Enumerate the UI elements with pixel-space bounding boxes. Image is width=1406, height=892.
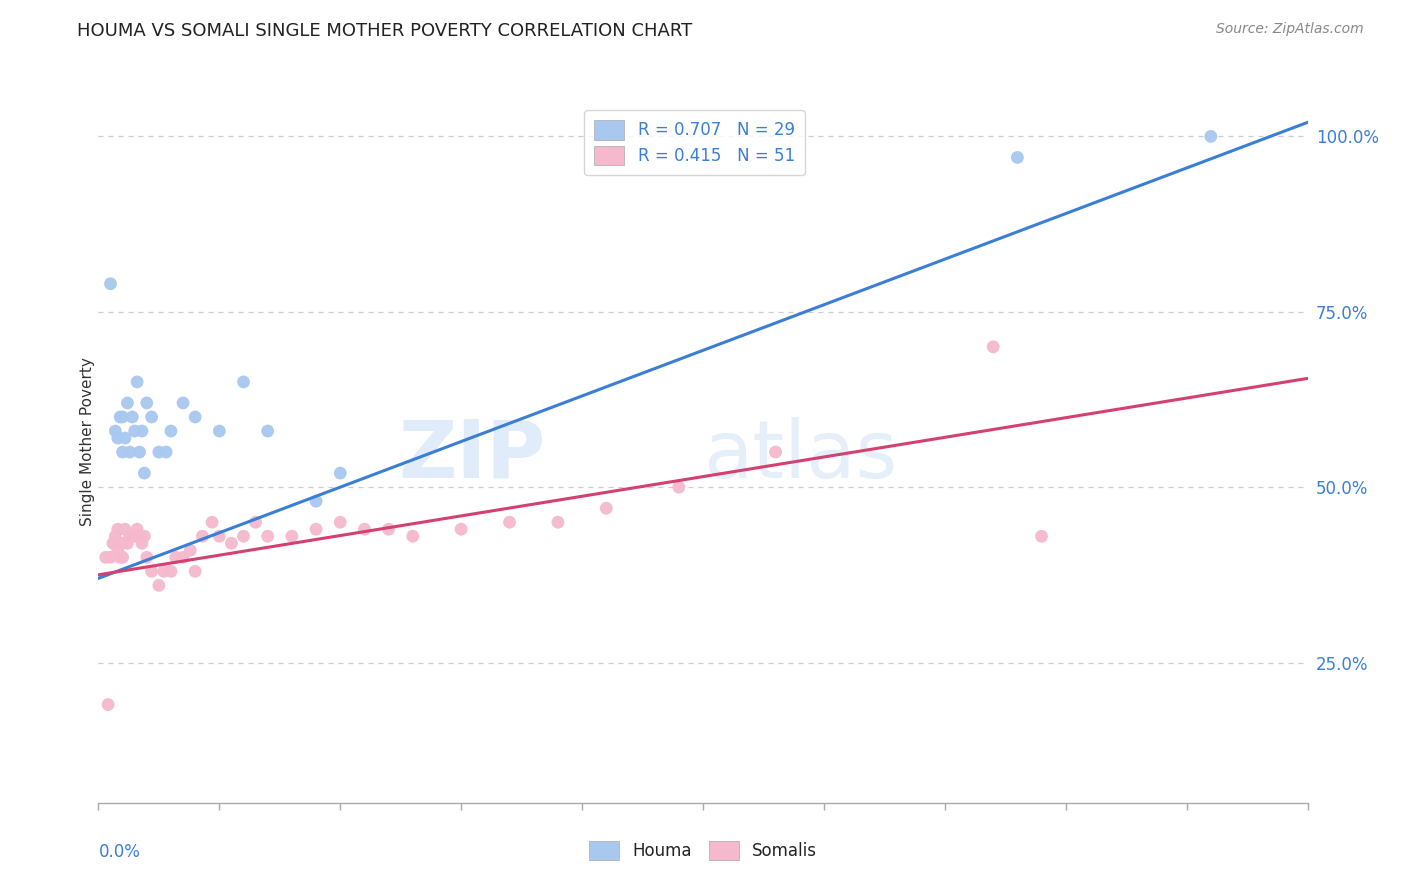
Point — [127, 375, 149, 389]
Point — [281, 529, 304, 543]
Point — [104, 529, 127, 543]
Point — [184, 409, 207, 424]
Point — [1031, 529, 1053, 543]
Point — [160, 564, 183, 578]
Text: ZIP: ZIP — [398, 417, 546, 495]
Point — [111, 536, 134, 550]
Point — [107, 431, 129, 445]
Point — [595, 501, 617, 516]
Point — [191, 529, 214, 543]
Point — [118, 445, 141, 459]
Point — [118, 529, 141, 543]
Point — [232, 529, 254, 543]
Point — [1007, 151, 1029, 165]
Point — [179, 543, 201, 558]
Point — [148, 578, 170, 592]
Point — [121, 409, 143, 424]
Point — [141, 564, 163, 578]
Legend: Houma, Somalis: Houma, Somalis — [582, 834, 824, 867]
Point — [104, 424, 127, 438]
Point — [127, 522, 149, 536]
Point — [108, 409, 131, 424]
Point — [981, 340, 1004, 354]
Point — [547, 515, 569, 529]
Text: Source: ZipAtlas.com: Source: ZipAtlas.com — [1216, 22, 1364, 37]
Point — [305, 522, 328, 536]
Point — [124, 424, 146, 438]
Point — [184, 564, 207, 578]
Point — [97, 698, 120, 712]
Point — [232, 375, 254, 389]
Point — [165, 550, 187, 565]
Text: HOUMA VS SOMALI SINGLE MOTHER POVERTY CORRELATION CHART: HOUMA VS SOMALI SINGLE MOTHER POVERTY CO… — [77, 22, 693, 40]
Point — [124, 529, 146, 543]
Point — [117, 396, 139, 410]
Point — [104, 536, 127, 550]
Point — [135, 550, 157, 565]
Point — [141, 409, 163, 424]
Point — [201, 515, 224, 529]
Point — [111, 550, 134, 565]
Point — [329, 515, 352, 529]
Point — [305, 494, 328, 508]
Point — [121, 529, 143, 543]
Point — [402, 529, 425, 543]
Point — [111, 445, 134, 459]
Point — [208, 424, 231, 438]
Point — [152, 564, 174, 578]
Point — [135, 396, 157, 410]
Point — [117, 536, 139, 550]
Point — [131, 424, 153, 438]
Point — [668, 480, 690, 494]
Point — [172, 550, 194, 565]
Point — [107, 522, 129, 536]
Point — [377, 522, 399, 536]
Point — [160, 424, 183, 438]
Point — [111, 409, 134, 424]
Point — [100, 550, 122, 565]
Point — [155, 445, 177, 459]
Text: atlas: atlas — [703, 417, 897, 495]
Point — [148, 445, 170, 459]
Point — [94, 550, 117, 565]
Point — [108, 550, 131, 565]
Point — [329, 466, 352, 480]
Point — [114, 522, 136, 536]
Point — [118, 529, 141, 543]
Point — [101, 536, 124, 550]
Point — [172, 396, 194, 410]
Point — [114, 431, 136, 445]
Point — [256, 424, 278, 438]
Point — [353, 522, 375, 536]
Point — [221, 536, 243, 550]
Point — [498, 515, 520, 529]
Y-axis label: Single Mother Poverty: Single Mother Poverty — [80, 357, 94, 526]
Point — [450, 522, 472, 536]
Point — [134, 466, 156, 480]
Point — [765, 445, 787, 459]
Point — [208, 529, 231, 543]
Point — [245, 515, 267, 529]
Point — [128, 529, 150, 543]
Point — [134, 529, 156, 543]
Point — [100, 277, 122, 291]
Text: 0.0%: 0.0% — [98, 843, 141, 861]
Point — [128, 445, 150, 459]
Point — [131, 536, 153, 550]
Point — [256, 529, 278, 543]
Point — [107, 543, 129, 558]
Point — [1199, 129, 1222, 144]
